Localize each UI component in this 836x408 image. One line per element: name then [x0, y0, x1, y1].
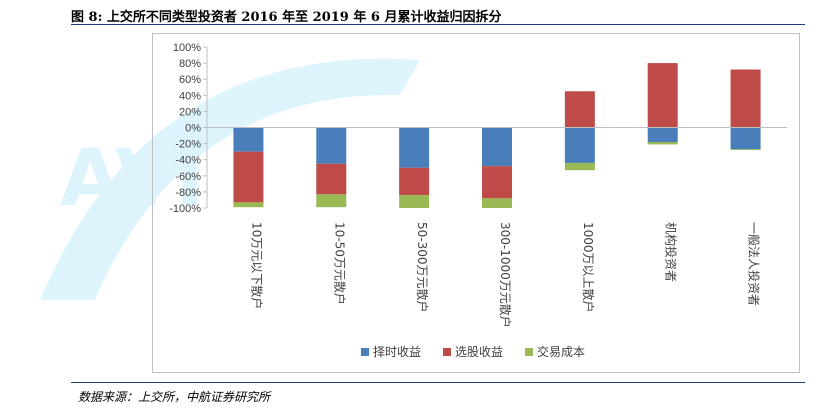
- source-note: 数据来源：上交所，中航证券研究所: [78, 390, 271, 404]
- bar-segment: [233, 202, 264, 208]
- bar-segment: [399, 195, 430, 208]
- bar-segment: [647, 141, 678, 145]
- x-tick-label: 一般法人投资者: [747, 222, 762, 306]
- bar-segment: [730, 69, 761, 128]
- bar-segment: [564, 91, 595, 128]
- x-tick-label: 机构投资者: [664, 222, 679, 282]
- legend-label: 择时收益: [373, 345, 421, 359]
- legend-label: 选股收益: [455, 345, 503, 359]
- bar-segment: [233, 127, 264, 152]
- y-tick-label: -80%: [175, 187, 201, 199]
- x-tick-label: 1000万以上散户: [581, 222, 596, 313]
- bar-segment: [482, 166, 512, 199]
- legend-swatch: [443, 348, 451, 356]
- y-tick-label: 0%: [185, 123, 201, 135]
- legend-swatch: [361, 348, 369, 356]
- y-tick-label: 80%: [179, 58, 201, 70]
- x-tick-label: 300-1000万元散户: [498, 222, 513, 328]
- x-tick-label: 10万元以下散户: [249, 222, 264, 309]
- chart-frame: -100% -80% -60% -40% -20% 0% 20% 40% 60% 80% 100% 1…: [152, 33, 800, 373]
- y-tick-label: -20%: [175, 139, 201, 151]
- bar-segment: [482, 127, 512, 167]
- bar-segment: [316, 194, 347, 208]
- y-tick-label: 100%: [173, 42, 201, 54]
- bar-segment: [647, 63, 678, 128]
- y-tick-label: 20%: [179, 106, 201, 118]
- bar-segment: [233, 151, 264, 203]
- bar-segment: [316, 127, 347, 164]
- bar-segment: [316, 163, 347, 195]
- y-tick-label: 60%: [179, 74, 201, 86]
- y-tick-label: -100%: [169, 203, 201, 215]
- stacked-bar-chart: -100% -80% -60% -40% -20% 0% 20% 40% 60% 80% 100% 1…: [169, 42, 787, 359]
- bar-segment: [399, 167, 430, 196]
- bar-segment: [647, 127, 678, 142]
- bar-segment: [730, 127, 761, 150]
- bar-segment: [730, 149, 761, 151]
- bar-segment: [399, 127, 430, 168]
- legend-label: 交易成本: [537, 344, 585, 359]
- title-divider: [71, 24, 805, 25]
- y-tick-label: -40%: [175, 155, 201, 167]
- source-divider: [71, 382, 805, 383]
- y-tick-label: -60%: [175, 171, 201, 183]
- x-tick-label: 10-50万元散户: [332, 222, 347, 305]
- y-tick-label: 40%: [179, 90, 201, 102]
- x-tick-label: 50-300万元散户: [415, 222, 430, 313]
- legend-swatch: [525, 348, 533, 356]
- figure-title: 图 8: 上交所不同类型投资者 2016 年至 2019 年 6 月累计收益归因…: [71, 10, 502, 25]
- bar-segment: [482, 198, 512, 208]
- bar-segment: [564, 162, 595, 171]
- bar-segment: [564, 127, 595, 163]
